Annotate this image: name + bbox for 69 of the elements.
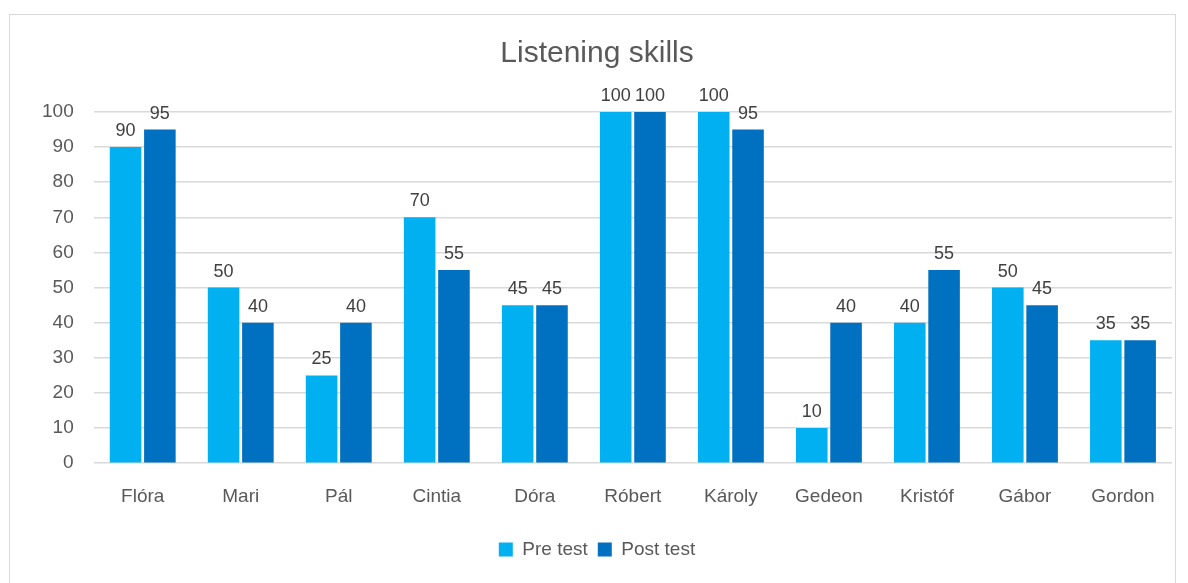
data-label: 40 [836,295,857,316]
bar [144,129,176,463]
bar [1026,305,1058,463]
y-tick-label: 90 [52,135,74,157]
x-tick-label: Cintia [412,484,462,506]
data-label: 50 [997,260,1018,281]
bar [536,305,568,463]
bar [928,270,960,463]
data-label: 70 [409,190,430,211]
data-label: 95 [738,102,759,123]
bar [697,112,730,463]
data-label: 55 [934,243,955,264]
data-label: 100 [600,84,631,105]
data-label: 50 [213,260,234,281]
bar [109,147,142,463]
data-label: 25 [311,348,332,369]
data-label: 100 [698,84,729,105]
bar [732,129,764,463]
bar [830,322,862,463]
bar [894,322,926,463]
x-tick-label: Gedeon [795,484,863,506]
data-label: 100 [634,84,666,105]
y-tick-label: 100 [42,100,74,122]
y-tick-label: 60 [52,240,74,262]
chart-title: Listening skills [500,35,694,69]
bar [501,305,534,463]
data-label: 40 [899,295,920,316]
data-label: 45 [1032,278,1053,299]
y-tick-label: 80 [52,170,74,192]
data-label: 90 [115,120,136,141]
data-label: 95 [149,102,170,123]
bar [438,270,470,463]
y-tick-label: 40 [52,310,74,332]
x-tick-label: Róbert [604,484,663,506]
x-tick-label: Dóra [514,484,556,506]
bar [1090,340,1122,463]
bar [340,322,372,463]
y-tick-label: 70 [52,205,74,227]
x-tick-label: Pál [325,484,353,506]
y-tick-label: 20 [52,381,74,403]
bar [795,428,828,463]
x-tick-label: Károly [703,484,759,506]
bar [992,287,1024,463]
x-tick-label: Kristóf [900,484,955,506]
y-tick-label: 30 [52,346,74,368]
bar [403,217,436,463]
bar [1124,340,1156,463]
data-label: 35 [1095,313,1116,334]
bar [634,112,666,463]
data-label: 35 [1130,313,1151,334]
data-label: 45 [541,278,562,299]
data-label: 40 [345,295,366,316]
data-label: 10 [801,401,822,422]
legend-label: Post test [621,537,696,559]
x-tick-label: Mari [222,484,260,506]
y-tick-label: 10 [52,416,74,438]
bar [599,112,632,463]
bar [242,322,274,463]
y-tick-label: 50 [52,275,74,297]
legend-label: Pre test [522,537,589,559]
x-tick-label: Gordon [1091,484,1155,506]
data-label: 55 [443,243,464,264]
x-tick-label: Gábor [998,484,1053,506]
x-tick-label: Flóra [121,484,165,506]
data-label: 40 [247,295,268,316]
y-tick-label: 0 [63,451,74,473]
bar [305,375,338,463]
bar [207,287,240,463]
data-label: 45 [507,278,528,299]
